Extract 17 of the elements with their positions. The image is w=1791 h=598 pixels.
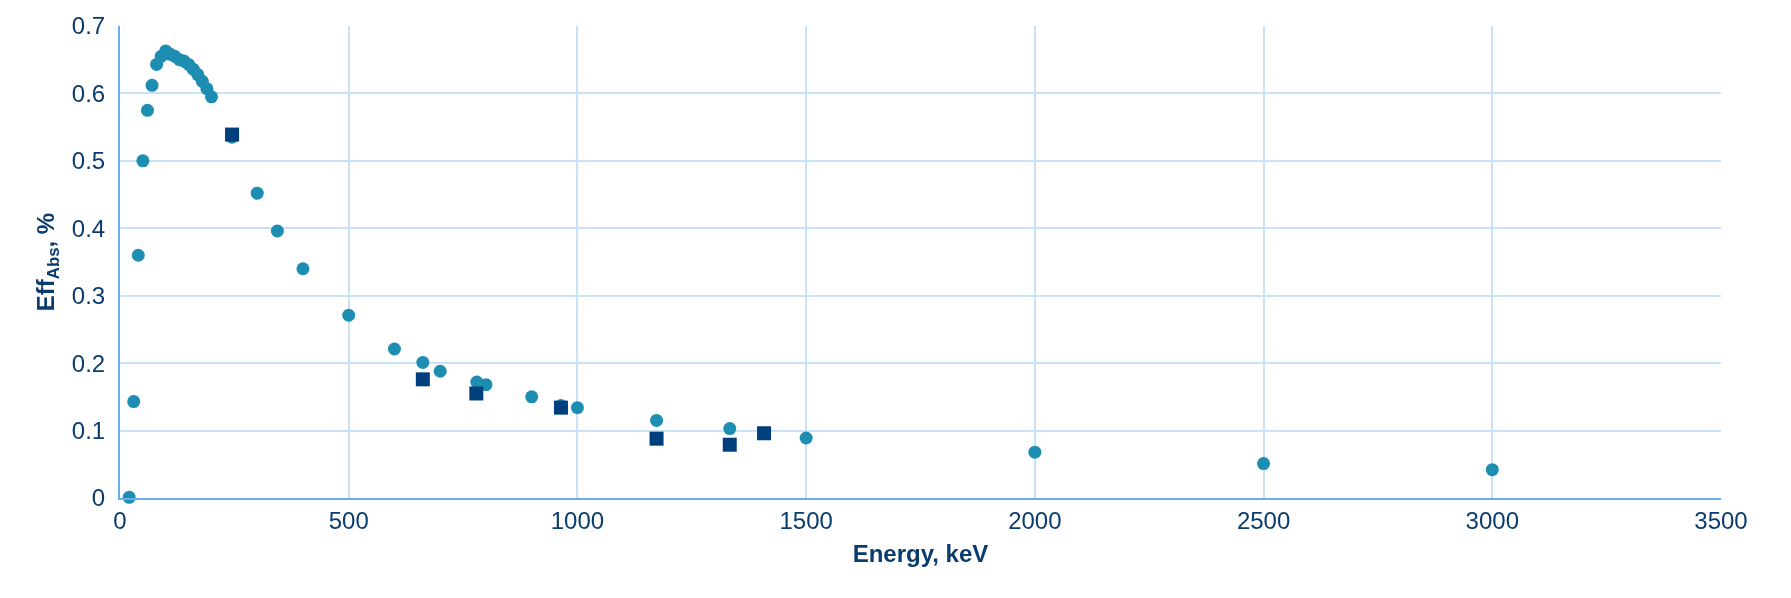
- y-tick-label: 0.4: [71, 214, 106, 242]
- x-tick-label: 2000: [1008, 506, 1062, 534]
- x-tick-label: 3500: [1694, 506, 1748, 534]
- x-tick-label: 1000: [550, 506, 605, 534]
- x-tick-label: 1500: [779, 506, 833, 534]
- y-tick-label: 0.5: [71, 147, 106, 175]
- y-tick-label: 0: [91, 484, 106, 512]
- x-axis-title: Energy, keV: [852, 539, 989, 567]
- y-tick-label: 0.7: [71, 12, 106, 40]
- y-tick-label: 0.2: [71, 349, 106, 377]
- y-tick-label: 0.3: [71, 282, 106, 310]
- x-tick-label: 3000: [1465, 506, 1519, 534]
- x-tick-label: 0: [113, 506, 127, 534]
- x-tick-label: 500: [328, 506, 369, 534]
- x-tick-label: 2500: [1236, 506, 1291, 534]
- y-tick-label: 0.6: [71, 79, 106, 107]
- y-tick-label: 0.1: [71, 416, 106, 444]
